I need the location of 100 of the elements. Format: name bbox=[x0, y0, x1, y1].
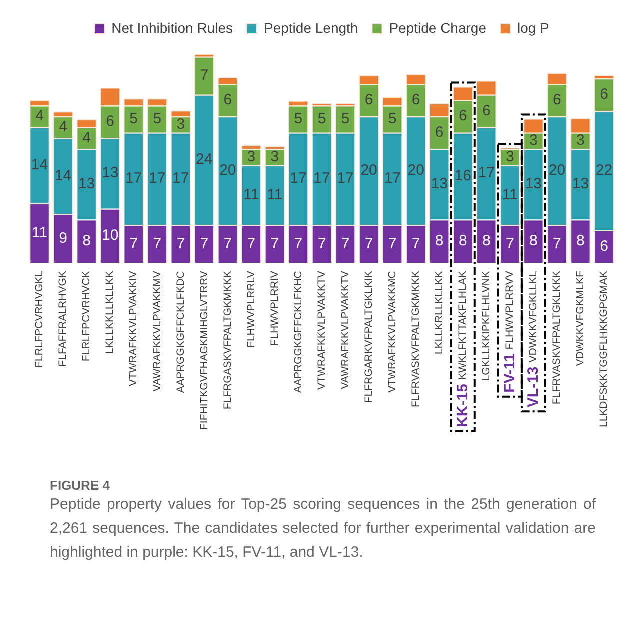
x-tick-label: LLKDFSKKTGGFLHKKGPGMAK bbox=[598, 271, 610, 428]
x-tick-label: FLHWVPLRRLV bbox=[245, 271, 258, 348]
x-tick-label: FLRLFPCVRHVGKL bbox=[34, 270, 46, 368]
data-label: 6 bbox=[458, 108, 468, 125]
data-label: 20 bbox=[548, 162, 566, 179]
data-label: 17 bbox=[290, 170, 307, 188]
x-tick-label: FLFRVASKVFPALTGKMKKK bbox=[410, 271, 422, 408]
x-tick-label: FLFRGASKVFPALTGKMKKK bbox=[222, 271, 234, 410]
data-label: 4 bbox=[59, 118, 68, 136]
data-label: 8 bbox=[82, 232, 91, 250]
data-label: 17 bbox=[314, 170, 330, 188]
data-label: 8 bbox=[482, 232, 491, 250]
x-tick-label: LGKLLKKIPKFLHLVNK bbox=[480, 271, 493, 382]
data-label: 5 bbox=[341, 110, 350, 128]
data-label: 4 bbox=[36, 108, 44, 125]
legend-label: Peptide Length bbox=[264, 20, 358, 36]
data-label: 13 bbox=[78, 176, 96, 193]
data-label: 7 bbox=[200, 235, 209, 252]
data-label: 17 bbox=[337, 170, 354, 188]
data-label: 3 bbox=[530, 132, 538, 150]
data-label: 7 bbox=[388, 235, 397, 252]
x-tick-label: FLFAFFRALRHVGK bbox=[57, 271, 70, 367]
data-label: 22 bbox=[596, 162, 613, 179]
x-tick-label: VTWRAFKKVLPVAKKMC bbox=[386, 270, 398, 393]
data-label: 7 bbox=[318, 235, 326, 252]
legend-label: Peptide Charge bbox=[389, 20, 487, 36]
data-label: 3 bbox=[270, 148, 280, 166]
data-label: 8 bbox=[530, 232, 538, 250]
legend-label: Net Inhibition Rules bbox=[112, 20, 234, 36]
category-label: KWKLFKTTAKFLHLAK KK-15 bbox=[454, 271, 472, 428]
data-label: 6 bbox=[435, 124, 444, 141]
data-label: 4 bbox=[82, 129, 91, 146]
data-label: 7 bbox=[412, 235, 420, 252]
x-tick-label: AAPRGGKGFFCKLFKHC bbox=[292, 270, 304, 394]
data-label: 6 bbox=[600, 86, 608, 103]
data-label: 7 bbox=[553, 235, 562, 252]
data-label: 13 bbox=[431, 176, 448, 193]
data-label: 6 bbox=[412, 91, 420, 108]
data-label: 7 bbox=[200, 66, 209, 84]
category-label: VDWKKVFGKLLKL VL-13 bbox=[524, 271, 542, 408]
data-label: 17 bbox=[478, 164, 495, 182]
x-tick-label: VDWKKVFGKMLKF bbox=[574, 271, 587, 366]
x-tick-label: LKLLKRLLKLLKK bbox=[433, 271, 446, 355]
data-label: 7 bbox=[294, 235, 303, 252]
data-label: 5 bbox=[153, 110, 162, 128]
data-label: 7 bbox=[506, 235, 514, 252]
data-label: 7 bbox=[364, 235, 374, 252]
data-label: 13 bbox=[572, 176, 590, 193]
data-label: 20 bbox=[360, 162, 378, 179]
data-label: 17 bbox=[149, 170, 166, 188]
data-label: 13 bbox=[525, 176, 542, 193]
data-label: 17 bbox=[172, 170, 190, 188]
data-label: 16 bbox=[454, 167, 472, 184]
data-label: 5 bbox=[294, 110, 303, 128]
data-label: 11 bbox=[244, 186, 260, 204]
data-label: 14 bbox=[31, 156, 48, 174]
x-tick-label: VAWRAFKKVLPVAKKMV bbox=[151, 271, 164, 392]
data-label: 7 bbox=[130, 235, 138, 252]
data-label: 17 bbox=[384, 170, 401, 188]
data-label: 5 bbox=[318, 110, 326, 128]
data-label: 6 bbox=[106, 113, 114, 130]
legend-label: log P bbox=[517, 20, 550, 36]
data-label: 3 bbox=[576, 132, 585, 150]
data-label: 6 bbox=[553, 91, 562, 108]
data-label: 7 bbox=[270, 235, 280, 252]
data-label: 8 bbox=[435, 232, 444, 250]
x-tick-label: FLFRGARKVFPALTGKLKIK bbox=[362, 271, 375, 404]
x-tick-label: FIFHITKGVFHAGKMIHGLVTRRV bbox=[198, 271, 210, 430]
data-label: 14 bbox=[54, 167, 72, 184]
category-label: FLHWVPLRRVV FV-11 bbox=[501, 271, 518, 393]
data-label: 8 bbox=[458, 232, 468, 250]
x-tick-label: VAWRAFKKVLPVAKKTV bbox=[339, 271, 352, 390]
x-tick-label: VTWRAFKKVLPVAKKTV bbox=[316, 271, 328, 390]
x-tick-label: LKLLKKLLKLLKK bbox=[104, 271, 116, 354]
x-tick-label: VTWRAFKKVLPVAKKIV bbox=[128, 271, 140, 386]
x-tick-label: AAPRGGKGFFCKLFKDC bbox=[174, 270, 187, 394]
data-label: 7 bbox=[247, 235, 256, 252]
data-label: 7 bbox=[224, 235, 232, 252]
data-label: 8 bbox=[576, 232, 585, 250]
data-label: 3 bbox=[506, 148, 514, 166]
data-label: 11 bbox=[502, 186, 518, 204]
data-label: 7 bbox=[153, 235, 162, 252]
data-label: 7 bbox=[176, 235, 186, 252]
text: FIGURE 4 bbox=[50, 478, 111, 493]
data-label: 5 bbox=[130, 110, 138, 128]
data-label: 6 bbox=[364, 91, 374, 108]
x-tick-label: FLHWVPLRRIV bbox=[268, 271, 281, 346]
data-label: 5 bbox=[388, 110, 397, 128]
data-label: 17 bbox=[125, 170, 142, 188]
data-label: 10 bbox=[102, 227, 119, 244]
x-tick-label: FLFRVASKVFPALTGKLKKK bbox=[551, 271, 564, 405]
x-tick-label: FLRLFPCVRHVCK bbox=[80, 271, 93, 362]
data-label: 6 bbox=[224, 91, 232, 108]
data-label: 3 bbox=[176, 116, 186, 133]
data-label: 20 bbox=[220, 162, 236, 179]
data-label: 13 bbox=[102, 164, 119, 182]
data-label: 24 bbox=[196, 151, 213, 168]
data-label: 11 bbox=[267, 186, 283, 204]
data-label: 7 bbox=[341, 235, 350, 252]
data-label: 3 bbox=[247, 148, 256, 166]
